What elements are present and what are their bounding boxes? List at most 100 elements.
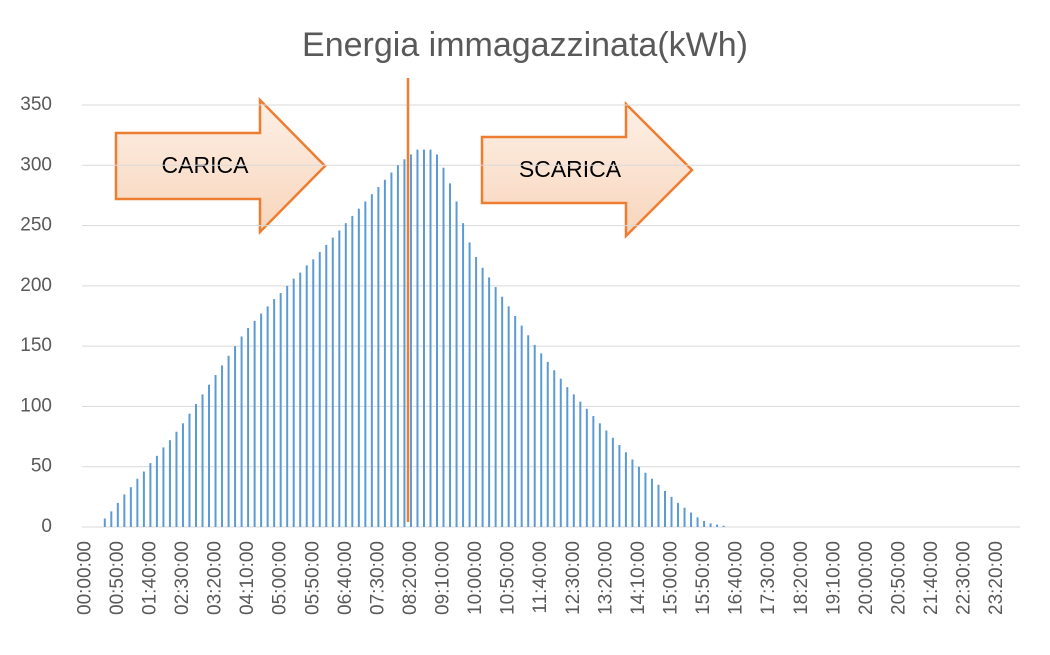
bar bbox=[344, 223, 347, 527]
bar bbox=[181, 423, 184, 527]
bar bbox=[540, 353, 543, 527]
y-tick-label: 200 bbox=[20, 275, 52, 296]
bar bbox=[188, 413, 191, 527]
bar bbox=[611, 437, 614, 527]
x-tick-label: 13:20:00 bbox=[595, 541, 616, 615]
y-tick-label: 100 bbox=[20, 395, 52, 416]
bar bbox=[657, 484, 660, 527]
x-tick-label: 06:40:00 bbox=[335, 541, 356, 615]
bar bbox=[598, 423, 601, 527]
bar bbox=[650, 478, 653, 527]
x-tick-label: 15:50:00 bbox=[693, 541, 714, 615]
bar bbox=[299, 272, 302, 527]
x-tick-label: 16:40:00 bbox=[726, 541, 747, 615]
bar bbox=[240, 336, 243, 527]
bar bbox=[494, 287, 497, 527]
bar bbox=[234, 346, 237, 527]
x-tick-label: 07:30:00 bbox=[367, 541, 388, 615]
bar bbox=[390, 172, 393, 527]
bar bbox=[370, 194, 373, 528]
x-tick-label: 05:00:00 bbox=[270, 541, 291, 615]
bar bbox=[709, 523, 712, 527]
bar bbox=[312, 259, 315, 527]
bar bbox=[168, 440, 171, 527]
bar bbox=[338, 230, 341, 527]
x-tick-label: 10:50:00 bbox=[498, 541, 519, 615]
bar bbox=[142, 471, 145, 527]
bar bbox=[605, 430, 608, 527]
bar bbox=[690, 512, 693, 527]
x-tick-label: 02:30:00 bbox=[172, 541, 193, 615]
bar bbox=[357, 208, 360, 528]
bar bbox=[227, 355, 230, 527]
bar bbox=[429, 149, 432, 527]
bar bbox=[162, 447, 165, 527]
bar bbox=[305, 265, 308, 527]
chart-title: Energia immagazzinata(kWh) bbox=[302, 26, 748, 64]
bar bbox=[325, 244, 328, 527]
x-tick-label: 01:40:00 bbox=[139, 541, 160, 615]
x-tick-label: 03:20:00 bbox=[205, 541, 226, 615]
bar bbox=[266, 306, 269, 527]
bar bbox=[123, 494, 126, 527]
bar bbox=[292, 278, 295, 527]
bar bbox=[468, 242, 471, 528]
bar bbox=[637, 466, 640, 527]
bar bbox=[533, 344, 536, 527]
bar bbox=[514, 316, 517, 527]
bar bbox=[403, 159, 406, 527]
x-tick-label: 18:20:00 bbox=[791, 541, 812, 615]
bar bbox=[455, 201, 458, 527]
annotation: SCARICA bbox=[519, 156, 622, 182]
bar bbox=[631, 459, 634, 527]
y-tick-label: 250 bbox=[20, 215, 52, 236]
x-tick-label: 10:00:00 bbox=[465, 541, 486, 615]
bar bbox=[585, 408, 588, 527]
bar bbox=[155, 455, 158, 527]
bar bbox=[260, 313, 263, 527]
arrow bbox=[114, 96, 327, 236]
bar bbox=[644, 472, 647, 527]
bar bbox=[129, 487, 132, 527]
x-tick-label: 00:50:00 bbox=[107, 541, 128, 615]
x-tick-label: 19:10:00 bbox=[823, 541, 844, 615]
bar bbox=[409, 154, 412, 528]
bar bbox=[442, 167, 445, 527]
bar bbox=[396, 165, 399, 528]
bar bbox=[592, 416, 595, 527]
bar bbox=[579, 401, 582, 527]
bar bbox=[559, 378, 562, 527]
x-tick-label: 20:00:00 bbox=[856, 541, 877, 615]
bar bbox=[318, 252, 321, 527]
bar bbox=[201, 394, 204, 527]
bar bbox=[527, 335, 530, 527]
bar bbox=[716, 524, 719, 527]
bar bbox=[221, 365, 224, 527]
x-tick-label: 21:40:00 bbox=[921, 541, 942, 615]
bar bbox=[116, 502, 119, 527]
y-tick-label: 300 bbox=[20, 154, 52, 175]
x-tick-label: 09:10:00 bbox=[433, 541, 454, 615]
bar bbox=[696, 517, 699, 527]
bar bbox=[149, 463, 152, 527]
bar bbox=[481, 267, 484, 527]
bar bbox=[683, 507, 686, 527]
bar bbox=[488, 277, 491, 527]
x-tick-label: 15:00:00 bbox=[661, 541, 682, 615]
bar bbox=[475, 256, 478, 527]
bar bbox=[722, 525, 725, 527]
bar bbox=[670, 496, 673, 527]
x-tick-label: 20:50:00 bbox=[889, 541, 910, 615]
x-tick-label: 12:30:00 bbox=[563, 541, 584, 615]
bar bbox=[103, 518, 106, 527]
x-tick-label: 04:10:00 bbox=[237, 541, 258, 615]
bar bbox=[364, 201, 367, 527]
bar bbox=[247, 328, 250, 527]
x-tick-label: 11:40:00 bbox=[530, 541, 551, 614]
bar bbox=[253, 320, 256, 527]
x-tick-label: 14:10:00 bbox=[628, 541, 649, 615]
bar bbox=[520, 325, 523, 527]
bar bbox=[208, 384, 211, 527]
bar bbox=[624, 452, 627, 527]
